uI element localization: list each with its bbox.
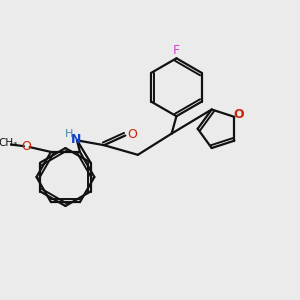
- Text: O: O: [234, 108, 244, 122]
- Text: O: O: [21, 140, 31, 153]
- Text: F: F: [173, 44, 180, 57]
- Text: CH₃: CH₃: [0, 138, 18, 148]
- Text: H: H: [65, 129, 74, 139]
- Text: N: N: [71, 133, 81, 146]
- Text: O: O: [127, 128, 137, 141]
